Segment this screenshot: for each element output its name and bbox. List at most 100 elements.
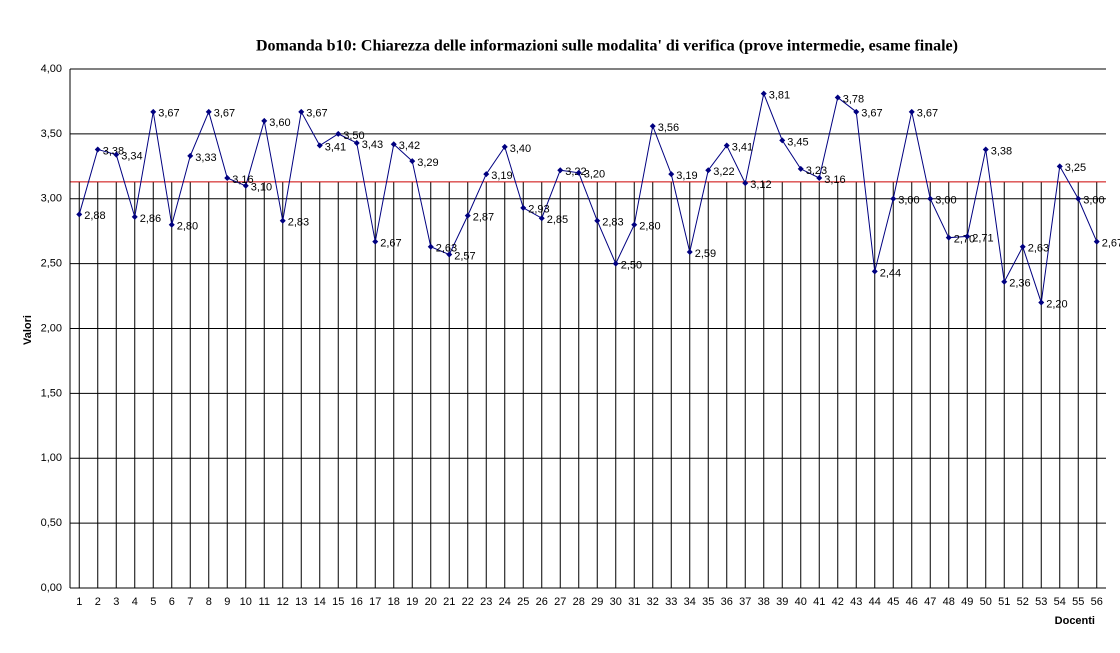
x-tick-label: 7	[187, 596, 193, 608]
x-tick-label: 27	[554, 596, 566, 608]
data-point	[668, 171, 675, 178]
data-label: 2,63	[436, 243, 457, 255]
data-point	[131, 213, 138, 220]
data-point	[816, 174, 823, 181]
data-label: 3,20	[584, 169, 605, 181]
data-point	[1001, 278, 1008, 285]
data-point	[538, 215, 545, 222]
data-point	[242, 182, 249, 189]
data-point	[612, 260, 619, 267]
x-tick-label: 39	[776, 596, 788, 608]
x-tick-label: 53	[1035, 596, 1047, 608]
data-label: 3,60	[269, 117, 290, 129]
x-tick-label: 56	[1091, 596, 1103, 608]
x-tick-label: 14	[314, 596, 326, 608]
x-tick-label: 19	[406, 596, 418, 608]
data-point	[631, 221, 638, 228]
x-tick-label: 8	[206, 596, 212, 608]
y-tick-label: 4,00	[41, 63, 62, 75]
data-point	[594, 217, 601, 224]
data-label: 2,57	[454, 250, 475, 262]
data-label: 3,12	[750, 179, 771, 191]
y-tick-label: 3,00	[41, 193, 62, 205]
data-label: 3,29	[417, 157, 438, 169]
data-point	[890, 195, 897, 202]
x-tick-label: 1	[76, 596, 82, 608]
x-tick-label: 15	[332, 596, 344, 608]
data-label: 3,10	[251, 182, 272, 194]
data-label: 2,83	[288, 217, 309, 229]
data-point	[834, 94, 841, 101]
data-point	[205, 108, 212, 115]
x-tick-label: 31	[628, 596, 640, 608]
data-label: 2,93	[528, 204, 549, 216]
x-tick-label: 26	[536, 596, 548, 608]
data-label: 2,59	[695, 248, 716, 260]
x-tick-label: 49	[961, 596, 973, 608]
x-tick-label: 24	[499, 596, 511, 608]
data-label: 2,20	[1046, 298, 1067, 310]
data-label: 3,19	[676, 170, 697, 182]
data-point	[94, 146, 101, 153]
x-tick-label: 12	[277, 596, 289, 608]
data-label: 2,80	[177, 221, 198, 233]
data-point	[982, 146, 989, 153]
data-point	[501, 143, 508, 150]
data-point	[945, 234, 952, 241]
x-tick-label: 55	[1072, 596, 1084, 608]
data-label: 3,42	[399, 140, 420, 152]
data-label: 3,81	[769, 90, 790, 102]
x-tick-label: 41	[813, 596, 825, 608]
data-label: 2,50	[621, 260, 642, 272]
x-tick-label: 54	[1054, 596, 1066, 608]
data-point	[76, 211, 83, 218]
data-point	[779, 137, 786, 144]
data-point	[298, 108, 305, 115]
y-tick-label: 3,50	[41, 128, 62, 140]
data-label: 3,38	[991, 145, 1012, 157]
data-point	[705, 167, 712, 174]
data-label: 3,16	[232, 174, 253, 186]
data-point	[723, 142, 730, 149]
data-point	[871, 268, 878, 275]
y-tick-label: 1,50	[41, 387, 62, 399]
data-point	[1056, 163, 1063, 170]
data-label: 3,00	[935, 195, 956, 207]
data-point	[1075, 195, 1082, 202]
data-point	[372, 238, 379, 245]
x-tick-label: 25	[517, 596, 529, 608]
data-label: 2,87	[473, 212, 494, 224]
data-label: 3,56	[658, 122, 679, 134]
data-point	[113, 151, 120, 158]
data-point	[168, 221, 175, 228]
data-point	[575, 169, 582, 176]
data-label: 2,44	[880, 267, 901, 279]
data-label: 3,16	[824, 174, 845, 186]
x-tick-label: 6	[169, 596, 175, 608]
x-tick-label: 34	[684, 596, 696, 608]
data-label: 3,23	[806, 165, 827, 177]
x-tick-label: 5	[150, 596, 156, 608]
x-tick-label: 9	[224, 596, 230, 608]
x-tick-label: 11	[259, 596, 270, 608]
x-tick-label: 30	[610, 596, 622, 608]
x-tick-label: 23	[480, 596, 492, 608]
data-label: 3,41	[732, 141, 753, 153]
data-label: 2,63	[1028, 243, 1049, 255]
data-point	[150, 108, 157, 115]
data-point	[446, 251, 453, 258]
x-tick-label: 4	[132, 596, 138, 608]
x-tick-label: 16	[351, 596, 363, 608]
data-label: 3,00	[1083, 195, 1104, 207]
data-label: 3,50	[343, 130, 364, 142]
y-axis-label: Valori	[22, 315, 34, 345]
data-label: 3,33	[195, 152, 216, 164]
x-tick-label: 35	[702, 596, 714, 608]
data-point	[279, 217, 286, 224]
data-label: 3,43	[362, 139, 383, 151]
data-label: 2,36	[1009, 278, 1030, 290]
y-tick-label: 2,50	[41, 258, 62, 270]
x-tick-label: 38	[758, 596, 770, 608]
data-label: 2,88	[84, 210, 105, 222]
